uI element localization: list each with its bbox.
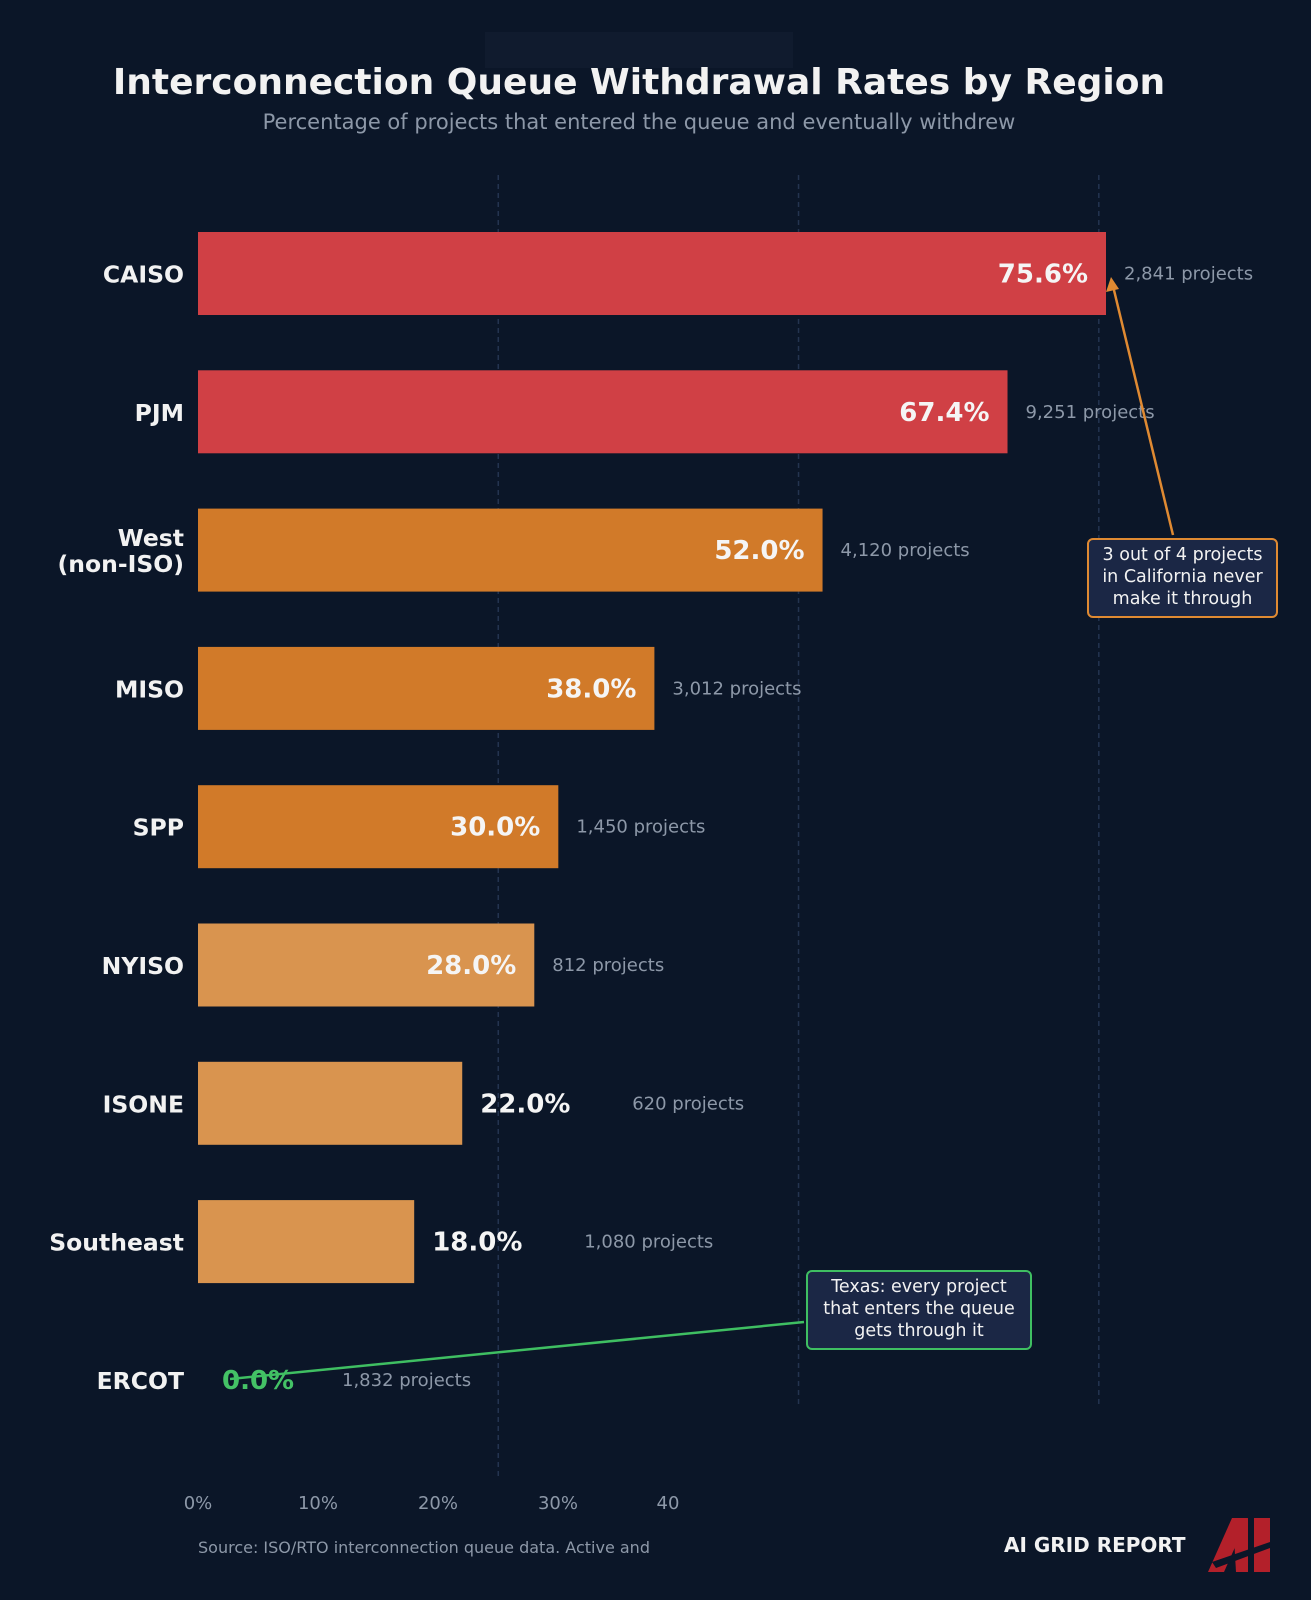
value-label: 30.0% xyxy=(450,813,540,843)
value-label: 52.0% xyxy=(714,536,804,566)
project-count: 2,841 projects xyxy=(1124,264,1253,285)
x-tick-label: 0% xyxy=(184,1493,213,1514)
project-count: 4,120 projects xyxy=(841,540,970,561)
category-label: SPP xyxy=(133,814,184,842)
chart-subtitle: Percentage of projects that entered the … xyxy=(262,110,1016,134)
value-label: 0.0% xyxy=(222,1366,294,1396)
caiso-arrow-line xyxy=(1111,285,1175,536)
source-note: Source: ISO/RTO interconnection queue da… xyxy=(198,1538,650,1557)
value-label: 67.4% xyxy=(899,398,989,428)
bar xyxy=(198,370,1008,454)
x-tick-label: 40 xyxy=(657,1493,680,1514)
category-label: Southeast xyxy=(49,1229,184,1257)
project-count: 3,012 projects xyxy=(672,678,801,699)
value-label: 22.0% xyxy=(480,1089,570,1119)
value-label: 28.0% xyxy=(426,951,516,981)
bar xyxy=(198,923,535,1007)
ercot-annotation: Texas: every project that enters the que… xyxy=(806,1270,1032,1350)
project-count: 1,080 projects xyxy=(584,1232,713,1253)
title-backdrop xyxy=(485,32,793,68)
bar xyxy=(198,785,559,869)
bar xyxy=(198,232,1106,315)
bar xyxy=(198,646,655,730)
x-tick-label: 30% xyxy=(538,1493,578,1514)
project-count: 812 projects xyxy=(552,955,664,976)
project-count: 9,251 projects xyxy=(1026,402,1155,423)
category-label: MISO xyxy=(115,675,184,703)
brand-name: AI GRID REPORT xyxy=(1004,1533,1186,1557)
project-count: 620 projects xyxy=(632,1093,744,1114)
caiso-annotation: 3 out of 4 projects in California never … xyxy=(1087,538,1278,618)
category-label: NYISO xyxy=(102,952,184,980)
category-label: ISONE xyxy=(103,1090,184,1118)
x-tick-label: 20% xyxy=(418,1493,458,1514)
category-label: ERCOT xyxy=(97,1367,184,1395)
ai-logo-icon xyxy=(1208,1518,1270,1572)
value-label: 38.0% xyxy=(546,674,636,704)
project-count: 1,450 projects xyxy=(576,817,705,838)
category-label: CAISO xyxy=(103,261,184,289)
category-label: West (non-ISO) xyxy=(58,524,185,578)
value-label: 75.6% xyxy=(998,260,1088,290)
ercot-pointer-line xyxy=(229,1320,805,1381)
category-label: PJM xyxy=(135,399,184,427)
bar xyxy=(198,1200,415,1284)
x-tick-label: 10% xyxy=(298,1493,338,1514)
bar xyxy=(198,1061,463,1145)
value-label: 18.0% xyxy=(432,1228,522,1258)
chart-title: Interconnection Queue Withdrawal Rates b… xyxy=(112,62,1166,103)
caiso-arrowhead xyxy=(1106,277,1119,292)
project-count: 1,832 projects xyxy=(342,1370,471,1391)
bar xyxy=(198,508,823,592)
